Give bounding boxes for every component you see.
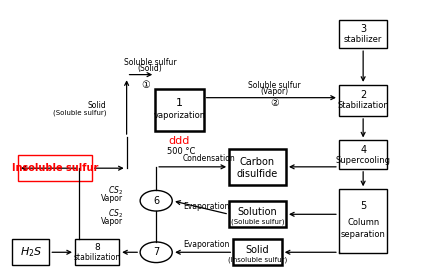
Text: (Soluble sulfur): (Soluble sulfur)	[231, 219, 284, 225]
Text: Evaporation: Evaporation	[184, 202, 230, 211]
Text: Vapor: Vapor	[101, 216, 123, 226]
Text: (Vapor): (Vapor)	[261, 87, 289, 96]
Text: Evaporation: Evaporation	[184, 240, 230, 249]
Text: 1: 1	[176, 98, 183, 108]
Text: 7: 7	[153, 247, 159, 257]
FancyBboxPatch shape	[75, 239, 119, 265]
Text: 6: 6	[153, 196, 159, 206]
FancyBboxPatch shape	[229, 149, 286, 185]
Text: 4: 4	[360, 145, 366, 155]
Text: 2: 2	[360, 90, 366, 100]
FancyBboxPatch shape	[339, 140, 387, 169]
Text: (Solid): (Solid)	[138, 64, 162, 73]
Text: Column: Column	[347, 218, 379, 227]
FancyBboxPatch shape	[339, 189, 387, 253]
Text: 3: 3	[360, 24, 366, 34]
Text: separation: separation	[341, 230, 386, 239]
Text: stabilizer: stabilizer	[344, 35, 382, 44]
Text: $CS_2$: $CS_2$	[108, 207, 123, 220]
Text: disulfide: disulfide	[237, 169, 278, 179]
Text: ddd: ddd	[169, 136, 190, 146]
Text: (Insoluble sulfur): (Insoluble sulfur)	[228, 257, 287, 263]
FancyBboxPatch shape	[18, 155, 92, 181]
Text: 8: 8	[94, 243, 100, 252]
FancyBboxPatch shape	[339, 20, 387, 48]
Text: 500 °C: 500 °C	[167, 147, 195, 156]
Text: stabilization: stabilization	[74, 253, 121, 262]
Text: Soluble sulfur: Soluble sulfur	[123, 58, 176, 67]
Text: 5: 5	[360, 201, 366, 211]
Text: Insoluble sulfur: Insoluble sulfur	[12, 163, 98, 173]
Text: Supercooling: Supercooling	[336, 156, 390, 165]
FancyBboxPatch shape	[229, 201, 286, 227]
Text: $CS_2$: $CS_2$	[108, 185, 123, 198]
Text: Soluble sulfur: Soluble sulfur	[248, 81, 301, 90]
Text: Vapor: Vapor	[101, 194, 123, 203]
Text: ②: ②	[270, 98, 279, 108]
Text: vaporization: vaporization	[154, 111, 206, 120]
Text: Solid: Solid	[88, 101, 106, 110]
FancyBboxPatch shape	[233, 239, 282, 265]
Text: $H_2S$: $H_2S$	[20, 246, 42, 259]
Text: Condensation: Condensation	[183, 154, 235, 163]
Text: Carbon: Carbon	[240, 157, 275, 167]
Circle shape	[140, 190, 172, 211]
FancyBboxPatch shape	[339, 85, 387, 116]
Text: (Soluble sulfur): (Soluble sulfur)	[53, 109, 106, 116]
Text: Stabilization: Stabilization	[337, 101, 389, 110]
FancyBboxPatch shape	[155, 89, 204, 131]
Text: Solution: Solution	[238, 207, 277, 216]
FancyBboxPatch shape	[12, 239, 49, 265]
Circle shape	[140, 242, 172, 262]
Text: ①: ①	[141, 80, 150, 90]
Text: Solid: Solid	[246, 245, 269, 255]
